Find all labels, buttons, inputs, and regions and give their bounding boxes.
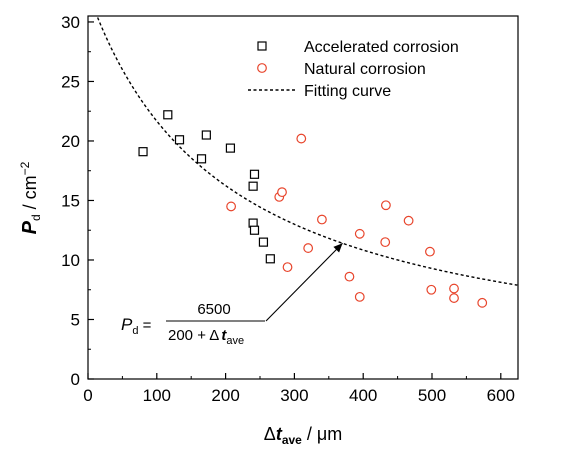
y-tick-label: 15 — [61, 191, 80, 210]
natural-point — [303, 243, 314, 253]
natural-point — [425, 246, 435, 257]
formula-numerator: 6500 — [197, 301, 230, 318]
plot-border — [87, 15, 519, 380]
natural-point — [449, 293, 459, 303]
legend-square-marker — [257, 41, 267, 51]
data-points — [138, 110, 488, 308]
axis-ticks: 0 100 200 300 400 500 600 0 5 10 15 20 25 30 — [61, 13, 515, 405]
fitting-curve — [96, 17, 518, 286]
accelerated-point — [248, 181, 258, 191]
y-tick-label: 25 — [61, 72, 80, 91]
x-tick-label: 100 — [143, 386, 171, 405]
natural-point — [380, 237, 391, 248]
legend-circle-marker — [257, 63, 267, 73]
x-tick-label: 200 — [211, 386, 239, 405]
natural-point — [226, 201, 237, 212]
legend-label: Fitting curve — [304, 83, 391, 100]
accelerated-point — [201, 130, 211, 140]
natural-point — [277, 187, 287, 198]
natural-point — [426, 284, 437, 295]
natural-point — [477, 297, 488, 308]
natural-point — [381, 200, 391, 211]
accelerated-point — [258, 237, 269, 247]
natural-point — [403, 215, 414, 226]
y-tick-label: 30 — [61, 13, 80, 32]
natural-point — [354, 291, 365, 302]
y-tick-label: 20 — [61, 132, 80, 151]
formula-lhs: Pd = — [121, 315, 152, 337]
y-axis-label: Pd / cm−2 — [18, 161, 43, 234]
natural-point — [354, 228, 365, 239]
accelerated-point — [196, 154, 207, 164]
y-tick-label: 0 — [71, 370, 80, 389]
annotation-arrow-head — [333, 243, 343, 253]
axis-labels: Δtave / μm Pd / cm−2 — [18, 161, 342, 447]
legend-label: Natural corrosion — [304, 61, 426, 78]
annotation-arrow-line — [265, 242, 343, 322]
x-tick-label: 300 — [280, 386, 308, 405]
legend-label: Accelerated corrosion — [304, 39, 459, 56]
y-tick-label: 10 — [61, 251, 80, 270]
legend: Accelerated corrosion Natural corrosion Fi… — [248, 39, 459, 100]
x-tick-label: 400 — [349, 386, 377, 405]
accelerated-point — [138, 147, 148, 157]
natural-point — [344, 271, 355, 282]
natural-point — [282, 262, 293, 273]
accelerated-point — [225, 143, 236, 153]
x-tick-label: 500 — [418, 386, 446, 405]
natural-point — [317, 214, 327, 225]
accelerated-point — [249, 169, 260, 179]
x-axis-label: Δtave / μm — [264, 424, 342, 447]
accelerated-point — [174, 135, 185, 145]
plot-frame — [87, 15, 519, 380]
natural-point — [296, 133, 307, 144]
accelerated-point — [249, 225, 260, 235]
x-tick-label: 600 — [487, 386, 515, 405]
x-tick-label: 0 — [83, 386, 92, 405]
fitting-curve-line — [96, 17, 518, 286]
natural-point — [449, 283, 459, 294]
accelerated-point — [265, 254, 275, 264]
accelerated-point — [163, 110, 173, 120]
y-tick-label: 5 — [71, 310, 80, 329]
